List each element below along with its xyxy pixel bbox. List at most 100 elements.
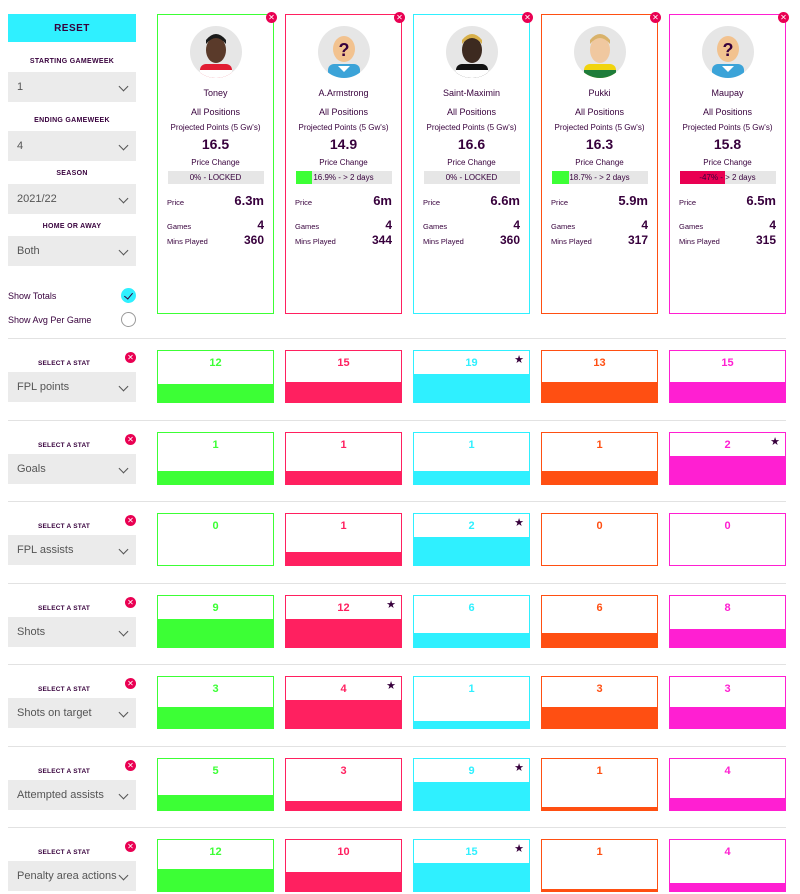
stat-value-box: 1 xyxy=(541,758,658,811)
projected-points-value: 16.6 xyxy=(457,136,486,152)
home-away-select[interactable]: Both xyxy=(8,236,136,266)
player-positions: All Positions xyxy=(318,107,369,117)
show-totals-option[interactable]: Show Totals xyxy=(8,288,136,303)
remove-stat-icon[interactable]: ✕ xyxy=(125,434,136,445)
stat-value-box: 4 ★ xyxy=(285,676,402,729)
reset-button[interactable]: RESET xyxy=(8,14,136,42)
price-change-label: Price Change xyxy=(319,158,368,167)
stat-fill-bar xyxy=(286,801,401,810)
stat-fill-bar xyxy=(286,619,401,647)
remove-stat-icon[interactable]: ✕ xyxy=(125,678,136,689)
remove-player-icon[interactable]: ✕ xyxy=(394,12,405,23)
remove-player-icon[interactable]: ✕ xyxy=(650,12,661,23)
chevron-down-icon xyxy=(118,870,129,881)
stat-value-box: 12 ★ xyxy=(285,595,402,648)
remove-stat-icon[interactable]: ✕ xyxy=(125,515,136,526)
stat-value: 6 xyxy=(468,602,475,614)
best-star-icon: ★ xyxy=(770,436,780,448)
starting-gameweek-select[interactable]: 1 xyxy=(8,72,136,102)
stat-select[interactable]: Shots on target xyxy=(8,698,136,728)
games-label: Games xyxy=(167,222,192,231)
stat-fill-bar xyxy=(414,782,529,810)
mins-played-label: Mins Played xyxy=(423,237,464,246)
remove-player-icon[interactable]: ✕ xyxy=(522,12,533,23)
remove-stat-icon[interactable]: ✕ xyxy=(125,760,136,771)
stat-fill-bar xyxy=(670,629,785,647)
stat-value: 0 xyxy=(212,520,219,532)
svg-text:?: ? xyxy=(338,40,349,60)
chevron-down-icon xyxy=(118,193,129,204)
games-value: 4 xyxy=(641,218,648,232)
player-name: A.Armstrong xyxy=(318,88,369,98)
price-change-label: Price Change xyxy=(447,158,496,167)
player-avatar xyxy=(573,26,626,78)
stat-fill-bar xyxy=(542,807,657,810)
remove-player-icon[interactable]: ✕ xyxy=(778,12,789,23)
row-divider xyxy=(8,746,786,747)
player-avatar: ? xyxy=(317,26,370,78)
stat-select-value: Shots on target xyxy=(17,707,92,719)
remove-player-icon[interactable]: ✕ xyxy=(266,12,277,23)
show-avg-label: Show Avg Per Game xyxy=(8,314,92,325)
home-away-label: HOME OR AWAY xyxy=(42,223,102,230)
remove-stat-icon[interactable]: ✕ xyxy=(125,597,136,608)
games-value: 4 xyxy=(257,218,264,232)
select-stat-label: SELECT A STAT xyxy=(37,360,91,367)
show-avg-option[interactable]: Show Avg Per Game xyxy=(8,312,136,327)
stat-select[interactable]: Attempted assists xyxy=(8,780,136,810)
price-change-label: Price Change xyxy=(575,158,624,167)
home-away-value: Both xyxy=(17,245,40,257)
chevron-down-icon xyxy=(118,544,129,555)
stat-value: 2 xyxy=(468,520,475,532)
stat-fill-bar xyxy=(670,707,785,728)
price-label: Price xyxy=(551,198,569,207)
player-card: ✕ ? Maupay All Positions Projected Point… xyxy=(669,12,789,314)
stat-fill-bar xyxy=(286,700,401,728)
projected-points-value: 15.8 xyxy=(713,136,742,152)
stat-select[interactable]: FPL assists xyxy=(8,535,136,565)
player-positions: All Positions xyxy=(702,107,753,117)
stat-select-value: Attempted assists xyxy=(17,789,104,801)
stat-value-box: 12 xyxy=(157,350,274,403)
stat-value: 15 xyxy=(337,357,350,369)
stat-select[interactable]: Goals xyxy=(8,454,136,484)
stat-fill-bar xyxy=(414,374,529,402)
price-change-bar: -47% - > 2 days xyxy=(679,171,776,184)
row-divider xyxy=(8,664,786,665)
stat-fill-bar xyxy=(158,869,273,891)
stat-value: 12 xyxy=(337,602,350,614)
stat-value: 8 xyxy=(724,602,731,614)
stat-value-box: 10 xyxy=(285,839,402,892)
stat-fill-bar xyxy=(414,721,529,728)
stat-value: 0 xyxy=(596,520,603,532)
remove-stat-icon[interactable]: ✕ xyxy=(125,841,136,852)
show-totals-radio[interactable] xyxy=(121,288,136,303)
show-avg-radio[interactable] xyxy=(121,312,136,327)
chevron-down-icon xyxy=(118,707,129,718)
stat-value: 1 xyxy=(596,439,603,451)
remove-stat-icon[interactable]: ✕ xyxy=(125,352,136,363)
mins-played-value: 317 xyxy=(627,233,648,247)
stat-value-box: 19 ★ xyxy=(413,350,530,403)
ending-gameweek-select[interactable]: 4 xyxy=(8,131,136,161)
stat-select-value: FPL points xyxy=(17,381,70,393)
price-change-label: Price Change xyxy=(703,158,752,167)
stat-value: 1 xyxy=(468,683,475,695)
stat-select[interactable]: Penalty area actions xyxy=(8,861,136,891)
price-change-bar: 0% - LOCKED xyxy=(167,171,264,184)
projected-points-label: Projected Points (5 Gw's) xyxy=(170,123,261,132)
select-stat-label: SELECT A STAT xyxy=(37,523,91,530)
stat-select[interactable]: FPL points xyxy=(8,372,136,402)
stat-value-box: 3 xyxy=(157,676,274,729)
row-divider xyxy=(8,827,786,828)
player-name: Pukki xyxy=(588,88,611,98)
stat-fill-bar xyxy=(670,456,785,484)
stat-value-box: 9 xyxy=(157,595,274,648)
season-select[interactable]: 2021/22 xyxy=(8,184,136,214)
price-label: Price xyxy=(679,198,697,207)
stat-select[interactable]: Shots xyxy=(8,617,136,647)
stat-value-box: 4 xyxy=(669,839,786,892)
projected-points-value: 16.5 xyxy=(201,136,230,152)
player-positions: All Positions xyxy=(190,107,241,117)
season-label: SEASON xyxy=(56,170,88,177)
